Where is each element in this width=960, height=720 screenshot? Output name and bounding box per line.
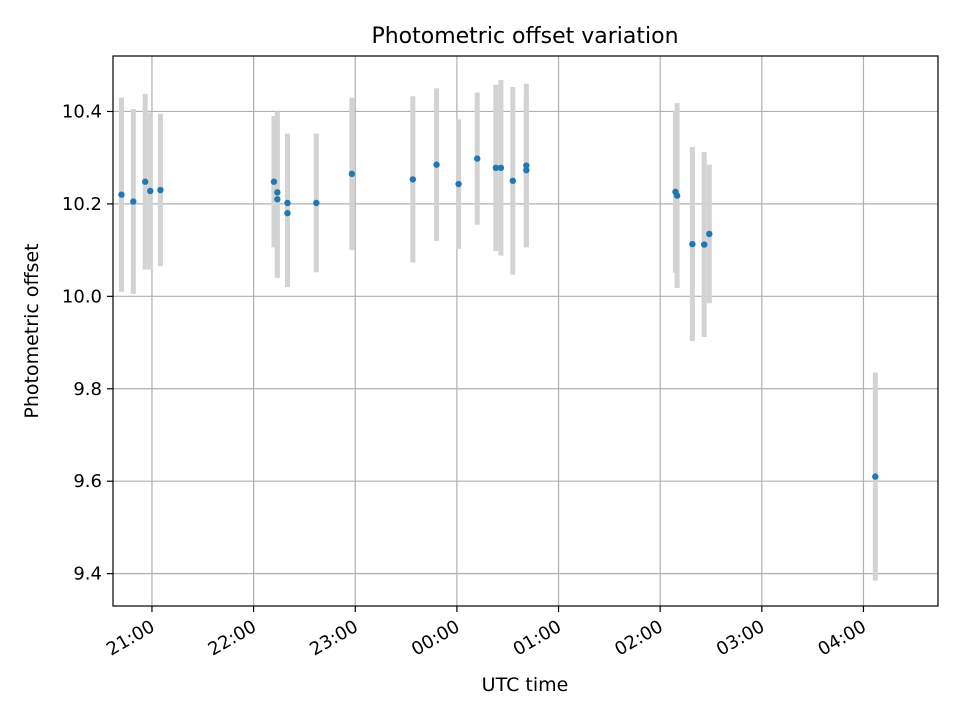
x-axis-label: UTC time bbox=[482, 674, 569, 696]
data-point bbox=[157, 186, 164, 194]
y-tick-label: 9.6 bbox=[73, 471, 102, 492]
axis-ticks bbox=[107, 110, 865, 612]
data-point bbox=[673, 192, 681, 199]
data-point bbox=[348, 170, 356, 178]
data-point bbox=[284, 209, 291, 217]
data-point bbox=[433, 161, 440, 168]
data-point bbox=[497, 164, 505, 172]
data-point bbox=[523, 166, 530, 174]
data-point bbox=[409, 176, 417, 183]
data-point bbox=[872, 473, 879, 480]
data-point bbox=[274, 196, 281, 203]
data-points bbox=[118, 155, 879, 480]
data-point bbox=[701, 241, 708, 248]
y-tick-label: 10.4 bbox=[62, 101, 102, 122]
data-point bbox=[284, 199, 291, 207]
y-axis-label: Photometric offset bbox=[21, 243, 43, 418]
grid bbox=[113, 56, 938, 606]
data-point bbox=[130, 198, 137, 205]
chart-title: Photometric offset variation bbox=[371, 24, 678, 49]
data-point bbox=[509, 177, 516, 184]
data-point bbox=[455, 180, 462, 188]
data-point bbox=[118, 191, 125, 198]
data-point bbox=[689, 240, 696, 248]
y-tick-label: 9.8 bbox=[73, 379, 102, 400]
data-point bbox=[274, 189, 281, 196]
data-point bbox=[474, 155, 481, 162]
data-point bbox=[706, 230, 713, 238]
data-point bbox=[270, 178, 278, 185]
data-point bbox=[492, 164, 500, 172]
y-tick-label: 10.0 bbox=[62, 286, 102, 307]
data-point bbox=[313, 199, 320, 207]
y-tick-label: 10.2 bbox=[62, 194, 102, 215]
plot-frame bbox=[112, 55, 939, 607]
data-point bbox=[141, 178, 149, 185]
y-tick-label: 9.4 bbox=[73, 564, 102, 585]
data-point bbox=[523, 162, 530, 169]
data-point bbox=[147, 187, 154, 195]
y-tick-labels: 9.4 9.6 9.8 10.0 10.2 10.4 bbox=[62, 101, 102, 584]
